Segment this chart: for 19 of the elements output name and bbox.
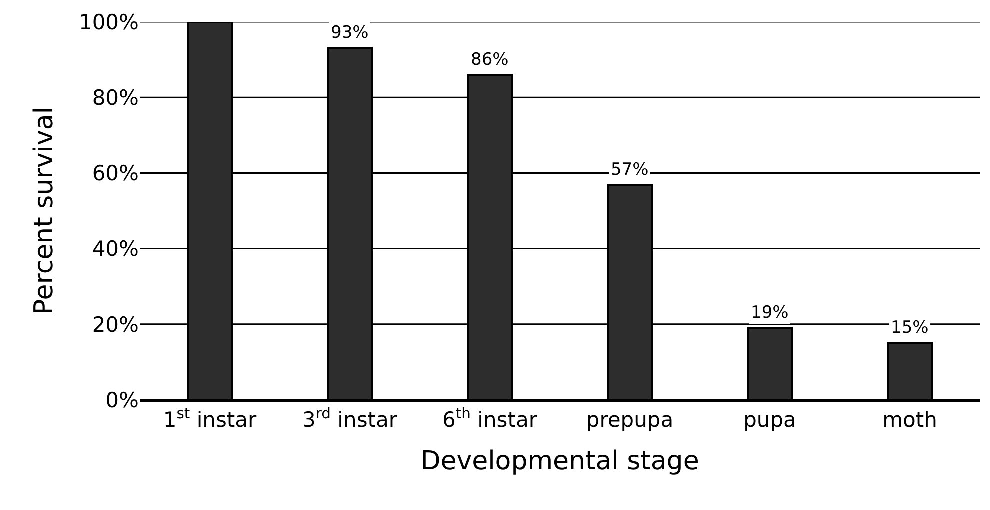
- x-tick-label: 6$^{th}$ instar: [442, 405, 538, 432]
- data-label: 15%: [891, 318, 929, 338]
- x-tick-label: prepupa: [586, 408, 674, 432]
- x-tick-label: moth: [882, 408, 938, 432]
- y-tick-label: 60%: [92, 162, 139, 186]
- y-tick-label: 100%: [78, 10, 139, 34]
- y-tick-label: 80%: [92, 86, 139, 110]
- data-label: 86%: [471, 50, 509, 70]
- y-tick-label: 40%: [92, 237, 139, 262]
- x-tick-label: 1$^{st}$ instar: [163, 405, 258, 432]
- data-label: 57%: [611, 160, 649, 180]
- x-axis-title: Developmental stage: [420, 446, 700, 476]
- y-axis-title: Percent survival: [29, 107, 60, 315]
- x-tick-label: 3$^{rd}$ instar: [302, 405, 398, 432]
- x-tick-label: pupa: [744, 408, 796, 432]
- y-tick-label: 0%: [106, 388, 139, 412]
- y-tick-label: 20%: [92, 312, 139, 337]
- data-label: 93%: [331, 23, 369, 43]
- data-label: 19%: [751, 303, 789, 323]
